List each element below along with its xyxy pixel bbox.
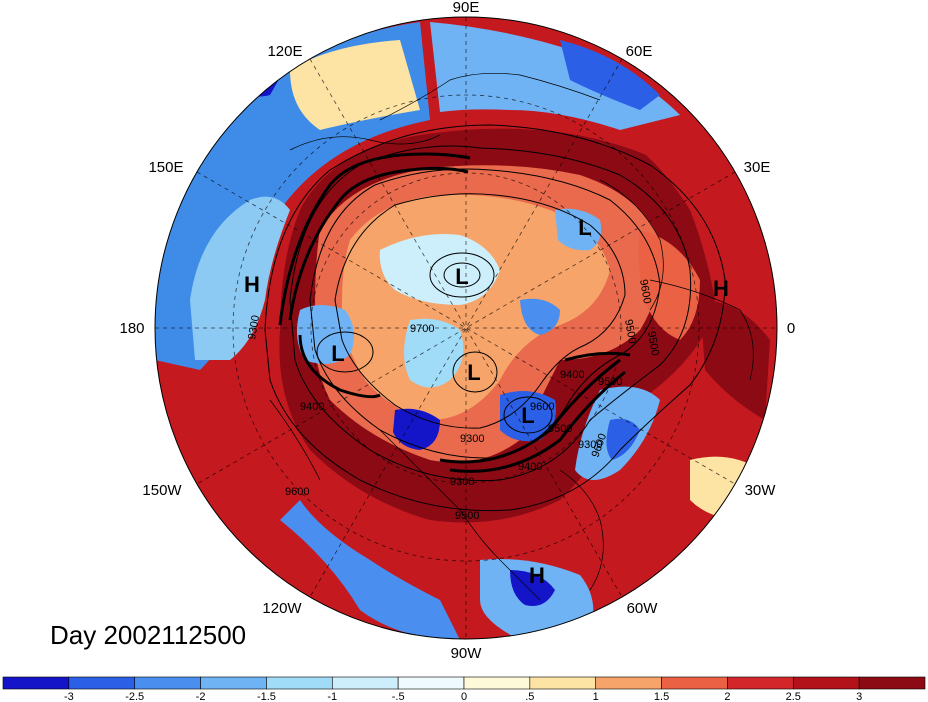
contour-label: 9500 xyxy=(455,510,479,522)
contour-label: 9400 xyxy=(560,369,584,381)
colorbar-swatch xyxy=(463,676,531,690)
colorbar-tick-label: 1 xyxy=(593,691,599,702)
colorbar-swatch xyxy=(2,676,70,690)
contour-label: 9400 xyxy=(518,461,542,473)
lon-label-30w: 30W xyxy=(745,482,777,499)
colorbar: -3 -2.5 -2 -1.5 -1 -.5 0 .5 1 1.5 2 2.5 3 xyxy=(2,676,926,702)
colorbar-swatch xyxy=(727,676,794,690)
colorbar-tick-label: -1 xyxy=(327,691,337,702)
height-contours xyxy=(264,124,726,512)
colorbar-swatch xyxy=(595,676,662,690)
low-center-north-europe: L xyxy=(578,215,591,240)
lon-label-30e: 30E xyxy=(744,159,771,176)
colorbar-swatch xyxy=(397,676,465,690)
low-center-siberia: L xyxy=(455,264,468,289)
coastlines xyxy=(269,72,754,601)
high-center-caribbean: H xyxy=(529,563,545,588)
colorbar-tick-label: -2 xyxy=(196,691,206,702)
colorbar-swatch xyxy=(792,676,860,690)
lon-label-90w: 90W xyxy=(451,645,483,662)
contour-label: 9300 xyxy=(460,433,484,445)
low-center-hudson-bay: L xyxy=(521,403,534,428)
colorbar-tick-label: 2 xyxy=(724,691,730,702)
colorbar-ticks: -3 -2.5 -2 -1.5 -1 -.5 0 .5 1 1.5 2 2.5 3 xyxy=(64,691,862,702)
contour-label: 9500 xyxy=(598,376,622,388)
high-center-west-pacific: H xyxy=(244,272,260,297)
colorbar-swatch xyxy=(858,676,926,690)
colorbar-tick-label: 3 xyxy=(856,691,862,702)
colorbar-tick-label: -.5 xyxy=(392,691,405,702)
colorbar-tick-label: -2.5 xyxy=(125,691,144,702)
colorbar-swatch xyxy=(68,676,136,690)
colorbar-tick-label: 0 xyxy=(461,691,467,702)
date-label: Day 2002112500 xyxy=(50,620,247,650)
contour-label: 9500 xyxy=(622,318,638,344)
colorbar-swatch xyxy=(529,676,597,690)
colorbar-tick-label: -1.5 xyxy=(257,691,276,702)
colorbar-tick-label: .5 xyxy=(525,691,534,702)
contour-label: 9600 xyxy=(637,278,653,304)
contour-label: 9500 xyxy=(645,330,661,356)
contour-label: 9600 xyxy=(285,486,309,498)
contour-label: 9300 xyxy=(578,439,602,451)
colorbar-tick-label: -3 xyxy=(64,691,74,702)
lon-label-0: 0 xyxy=(787,320,795,337)
low-center-north-pacific: L xyxy=(331,341,344,366)
lon-label-120w: 120W xyxy=(262,600,302,617)
anomaly-field xyxy=(155,17,777,639)
contour-label: 9400 xyxy=(300,401,324,413)
lon-label-120e: 120E xyxy=(267,43,302,60)
lon-label-60e: 60E xyxy=(626,43,653,60)
high-center-africa: H xyxy=(713,276,729,301)
low-center-north-pole: L xyxy=(467,360,480,385)
colorbar-swatch xyxy=(200,676,267,690)
colorbar-swatch xyxy=(661,676,728,690)
colorbar-tick-label: 1.5 xyxy=(654,691,669,702)
lon-label-150e: 150E xyxy=(148,159,183,176)
lon-label-150w: 150W xyxy=(142,482,182,499)
lon-label-60w: 60W xyxy=(627,600,659,617)
contour-label: 9500 xyxy=(548,423,572,435)
colorbar-swatch xyxy=(266,676,333,690)
colorbar-swatches xyxy=(2,676,926,690)
lon-label-180: 180 xyxy=(119,320,144,337)
contour-label: 9300 xyxy=(246,314,262,340)
contour-label: 9300 xyxy=(450,476,474,488)
colorbar-tick-label: 2.5 xyxy=(786,691,801,702)
colorbar-swatch xyxy=(331,676,399,690)
contour-label: 9600 xyxy=(530,401,554,413)
pressure-centers: H L L L L L H H xyxy=(244,215,729,588)
lon-label-90e: 90E xyxy=(453,0,480,16)
longitude-labels: 90E 60E 30E 0 30W 60W 90W 120W 150W 180 … xyxy=(119,0,795,662)
colorbar-swatch xyxy=(134,676,201,690)
contour-label: 9700 xyxy=(410,323,434,335)
